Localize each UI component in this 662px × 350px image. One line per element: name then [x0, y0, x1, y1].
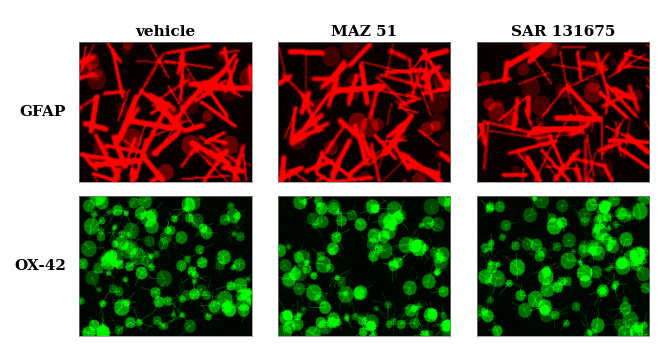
Text: GFAP: GFAP: [20, 105, 66, 119]
Text: OX-42: OX-42: [15, 259, 66, 273]
Text: vehicle: vehicle: [135, 25, 196, 38]
Text: SAR 131675: SAR 131675: [510, 25, 615, 38]
Text: MAZ 51: MAZ 51: [331, 25, 397, 38]
